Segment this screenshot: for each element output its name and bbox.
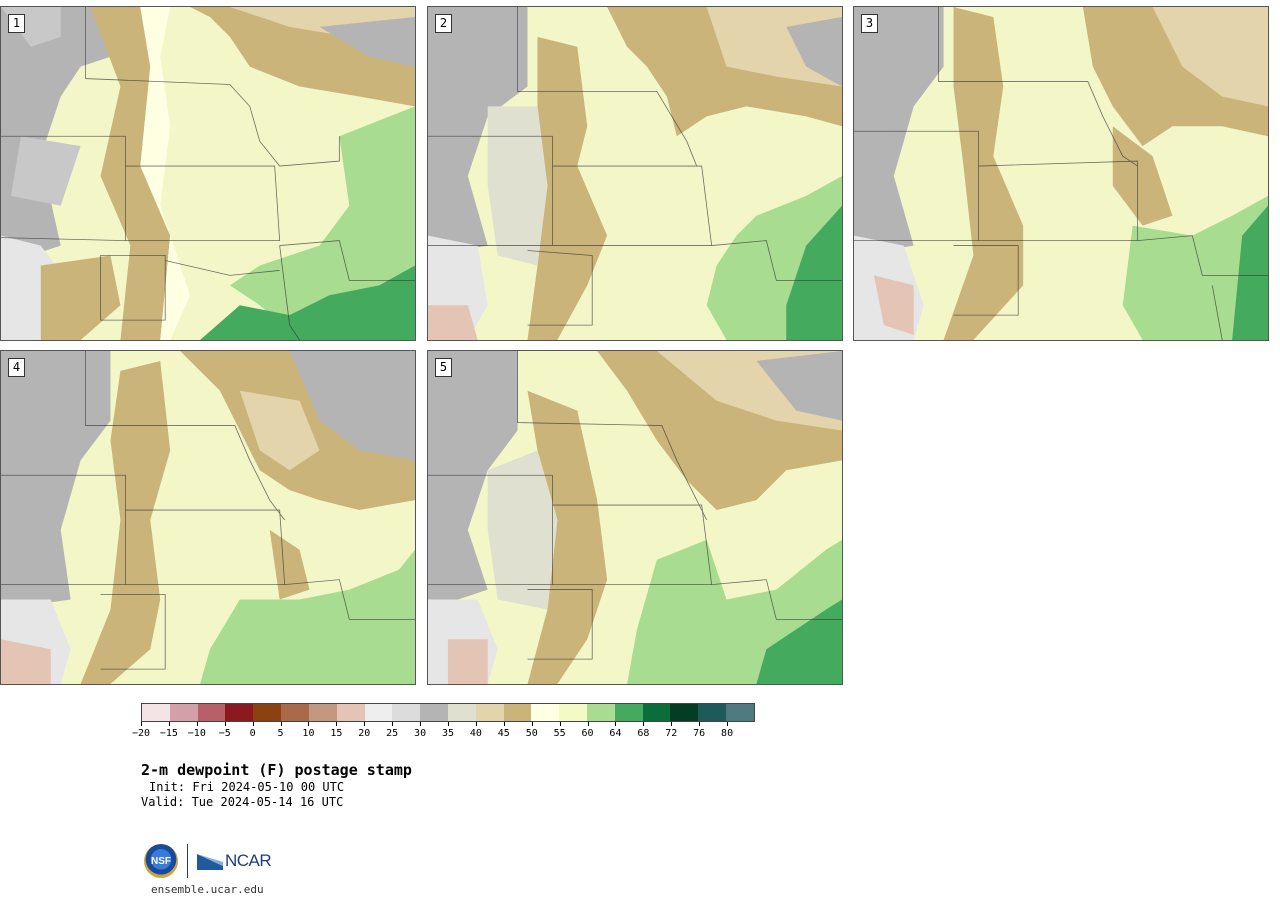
colorbar-swatch: [364, 704, 393, 721]
colorbar-tick: 35: [442, 722, 454, 739]
map-panel-2: 2: [427, 6, 843, 341]
panel-number-label: 3: [861, 14, 878, 33]
colorbar-swatch: [587, 704, 615, 721]
colorbar-swatch: [642, 704, 671, 721]
colorbar-swatch: [197, 704, 226, 721]
colorbar-tick-label: 15: [330, 728, 343, 739]
init-time: Init: Fri 2024-05-10 00 UTC: [149, 780, 345, 794]
colorbar-tick-label: −20: [131, 728, 151, 739]
colorbar-tick-label: 30: [414, 728, 427, 739]
figure-title: 2-m dewpoint (F) postage stamp: [141, 761, 412, 779]
colorbar-swatch: [475, 704, 504, 721]
colorbar-swatch: [670, 704, 699, 721]
colorbar-tick-label: 40: [469, 728, 482, 739]
panel-number-label: 2: [435, 14, 452, 33]
colorbar-tick-label: 5: [277, 728, 284, 739]
colorbar-tick: −5: [219, 722, 231, 739]
colorbar-tick-label: −10: [187, 728, 206, 739]
colorbar-tick-label: 35: [441, 728, 455, 739]
colorbar-swatch: [308, 704, 337, 721]
colorbar-tick: 50: [526, 722, 538, 739]
colorbar-tick-label: −5: [218, 728, 231, 739]
colorbar-tick-label: −15: [159, 728, 178, 739]
colorbar-tick: 5: [278, 722, 284, 739]
colorbar-tick: 60: [582, 722, 594, 739]
colorbar-tick: −10: [188, 722, 206, 739]
logo-divider: [187, 844, 188, 878]
colorbar-tick-label: 72: [665, 728, 678, 739]
colorbar-swatch: [225, 704, 254, 721]
colorbar-tick-label: 25: [386, 728, 399, 739]
colorbar-tick: −15: [160, 722, 178, 739]
dewpoint-map-5: [428, 351, 842, 684]
logo-group: NSF NCAR: [144, 843, 272, 879]
ncar-mark-icon: [197, 854, 223, 870]
map-panel-3: 3: [853, 6, 1269, 341]
colorbar-tick: 55: [554, 722, 566, 739]
panel-number-label: 1: [8, 14, 25, 33]
colorbar-tick-label: 64: [609, 728, 622, 739]
colorbar-swatch: [336, 704, 365, 721]
colorbar-tick: 10: [302, 722, 314, 739]
colorbar-tick: 72: [665, 722, 677, 739]
colorbar-swatch: [447, 704, 476, 721]
colorbar-tick: 20: [358, 722, 370, 739]
dewpoint-map-1: [1, 7, 415, 340]
panel-number-label: 5: [435, 358, 452, 377]
colorbar-swatch: [503, 704, 532, 721]
colorbar-tick: 25: [386, 722, 398, 739]
colorbar-swatch: [614, 704, 643, 721]
colorbar-tick: 15: [330, 722, 342, 739]
map-panel-4: 4: [0, 350, 416, 685]
colorbar-tick-label: 10: [302, 728, 315, 739]
colorbar-tick-label: 60: [581, 728, 594, 739]
colorbar-tick-label: 50: [525, 728, 538, 739]
panel-number-label: 4: [8, 358, 25, 377]
ncar-wordmark: NCAR: [225, 851, 272, 870]
colorbar-tick-label: 76: [693, 728, 706, 739]
colorbar-swatch: [726, 704, 754, 721]
colorbar-tick: 30: [414, 722, 426, 739]
nsf-logo: NSF: [144, 844, 178, 878]
colorbar-tick-labels: −20 −15 −10 −5 0 5 10 15 20 25 30 35 40 45 50 55 60 64 68 7…: [132, 722, 755, 746]
colorbar-tick-label: 68: [637, 728, 650, 739]
colorbar-swatch: [169, 704, 198, 721]
dewpoint-map-2: [428, 7, 842, 340]
colorbar-tick-label: 80: [721, 728, 734, 739]
colorbar-tick: −20: [132, 722, 150, 739]
ncar-logo: NCAR: [197, 851, 272, 871]
colorbar-swatch: [142, 704, 170, 721]
colorbar-tick: 45: [498, 722, 510, 739]
colorbar-tick-label: 20: [358, 728, 371, 739]
colorbar-swatch: [420, 704, 448, 721]
colorbar-swatch: [392, 704, 421, 721]
colorbar-tick-label: 45: [497, 728, 510, 739]
map-panel-1: 1: [0, 6, 416, 341]
colorbar-tick: 76: [693, 722, 705, 739]
colorbar-tick-label: 55: [553, 728, 566, 739]
dewpoint-map-3: [854, 7, 1268, 340]
colorbar-swatch: [281, 704, 309, 721]
colorbar-tick: 80: [721, 722, 733, 739]
colorbar-swatch: [531, 704, 560, 721]
colorbar-swatch: [698, 704, 727, 721]
colorbar-swatch: [253, 704, 282, 721]
colorbar-tick: 0: [250, 722, 256, 739]
dewpoint-colorbar: [141, 703, 755, 722]
site-url: ensemble.ucar.edu: [151, 883, 264, 896]
colorbar-swatch: [559, 704, 587, 721]
valid-time: Valid: Tue 2024-05-14 16 UTC: [141, 795, 344, 809]
colorbar-tick: 40: [470, 722, 482, 739]
colorbar-tick: 68: [637, 722, 649, 739]
colorbar-tick: 64: [609, 722, 621, 739]
map-panel-5: 5: [427, 350, 843, 685]
dewpoint-map-4: [1, 351, 415, 684]
colorbar-tick-label: 0: [249, 728, 256, 739]
